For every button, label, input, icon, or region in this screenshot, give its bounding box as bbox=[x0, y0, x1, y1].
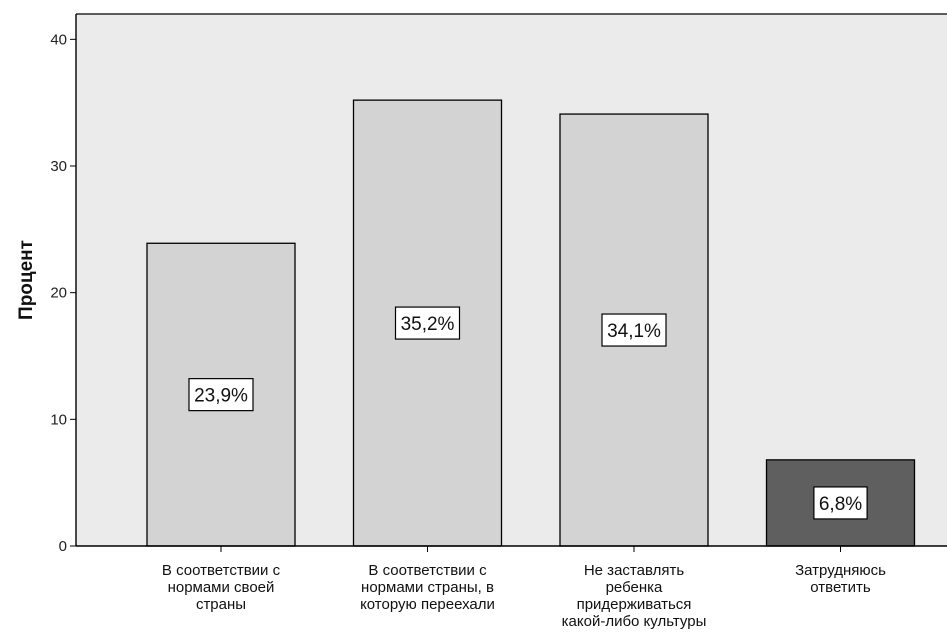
category-label: придерживаться bbox=[577, 596, 692, 613]
y-tick-label: 0 bbox=[59, 538, 67, 555]
category-label: страны bbox=[196, 596, 246, 613]
y-tick-label: 10 bbox=[50, 411, 67, 428]
category-label: Не заставлять bbox=[584, 562, 684, 579]
category-label: которую переехали bbox=[360, 596, 495, 613]
data-label: 23,9% bbox=[194, 386, 248, 407]
data-label-box bbox=[601, 313, 667, 347]
data-label-box bbox=[394, 306, 461, 340]
data-labels: 23,9% 35,2% 34,1% 6,8% bbox=[188, 306, 868, 520]
category-label: какой-либо культуры bbox=[562, 613, 707, 630]
category-label: В соответствии с bbox=[162, 562, 281, 579]
category-label: нормами своей bbox=[168, 579, 275, 596]
data-label-box bbox=[813, 486, 868, 520]
category-label: нормами страны, в bbox=[361, 579, 494, 596]
data-label: 35,2% bbox=[401, 314, 455, 335]
y-tick-label: 40 bbox=[50, 31, 67, 48]
data-label: 34,1% bbox=[607, 321, 661, 342]
category-label: Затрудняюсь bbox=[795, 562, 886, 579]
category-label: ребенка bbox=[606, 579, 663, 596]
category-label: В соответствии с bbox=[368, 562, 487, 579]
y-axis-title: Процент bbox=[16, 240, 37, 320]
data-label-box bbox=[188, 378, 254, 412]
data-label: 6,8% bbox=[819, 494, 862, 515]
y-axis-ticks: 0 10 20 30 40 bbox=[50, 31, 76, 555]
category-label: ответить bbox=[810, 579, 871, 596]
axes bbox=[75, 13, 947, 552]
y-tick-label: 30 bbox=[50, 158, 67, 175]
y-tick-label: 20 bbox=[50, 285, 67, 302]
